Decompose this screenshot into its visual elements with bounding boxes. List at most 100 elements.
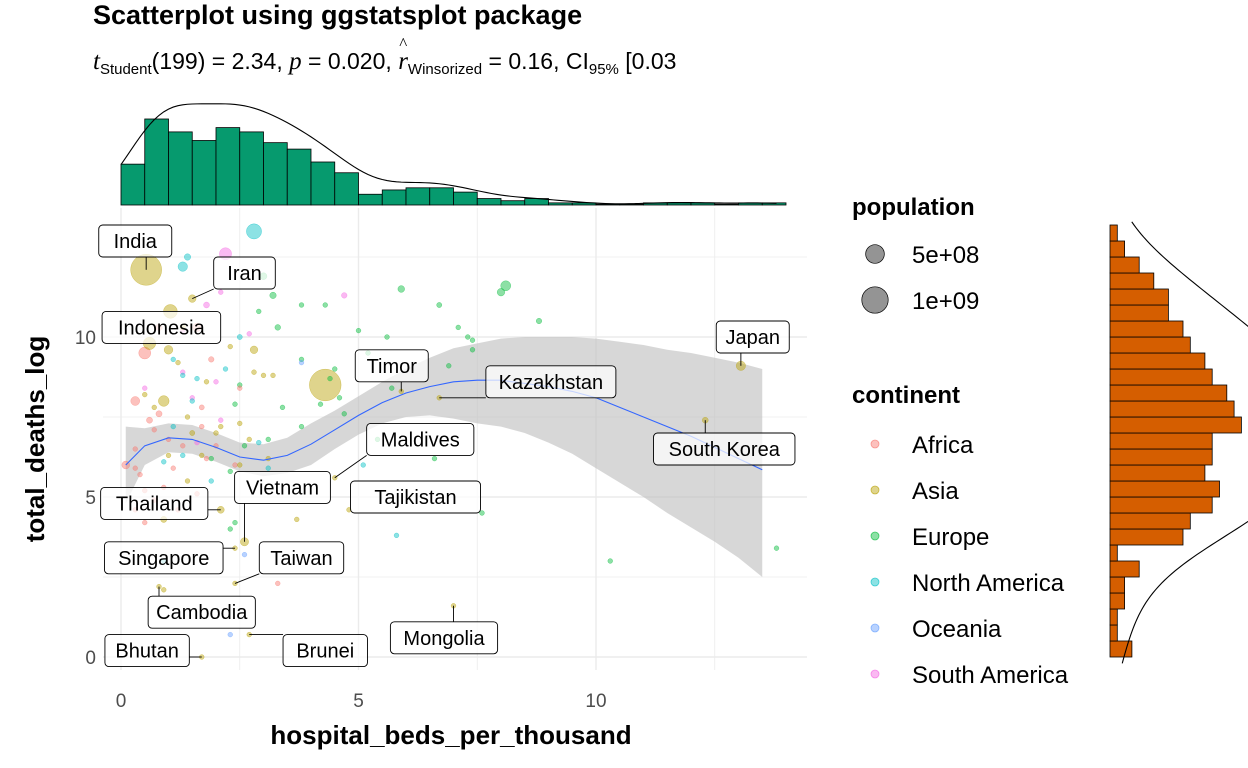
data-point <box>203 455 210 462</box>
right-histogram-bar <box>1109 224 1118 242</box>
data-point <box>389 385 395 391</box>
legend: population 5e+08 1e+09 continent Africa Asia E… <box>852 194 1069 689</box>
label-box <box>98 224 173 258</box>
right-histogram-bar <box>1109 544 1118 562</box>
top-histogram-bar <box>429 187 454 206</box>
data-point <box>317 401 324 407</box>
data-point <box>199 452 205 459</box>
data-point <box>146 416 153 424</box>
point-label: Bhutan <box>115 641 178 663</box>
point-label: Japan <box>726 327 781 349</box>
data-point <box>189 430 196 436</box>
data-point <box>294 516 300 523</box>
data-point <box>265 436 271 443</box>
top-histogram-bar <box>263 142 288 206</box>
right-histogram-bar <box>1109 432 1213 450</box>
top-density-curve <box>120 103 777 205</box>
data-point <box>232 462 238 468</box>
data-point <box>165 452 172 459</box>
data-point <box>336 395 343 401</box>
point-label: India <box>114 231 158 253</box>
data-point <box>249 345 259 354</box>
data-point <box>155 410 163 418</box>
right-histogram-bar <box>1109 624 1118 642</box>
legend-color-key <box>870 531 880 541</box>
chart-title: Scatterplot using ggstatsplot package <box>93 0 583 30</box>
panel-grid <box>103 208 807 670</box>
data-point <box>208 478 214 484</box>
right-histogram-bar <box>1109 272 1155 290</box>
legend-size-title: population <box>852 194 975 221</box>
data-point <box>309 368 342 402</box>
top-histogram-bar <box>334 172 359 206</box>
x-tick-label: 10 <box>585 691 606 712</box>
right-histogram-bar <box>1109 304 1169 322</box>
right-histogram-bar <box>1109 560 1140 578</box>
label-box <box>282 634 368 668</box>
labelled-data-point <box>188 294 197 303</box>
right-histogram-bar <box>1109 448 1213 466</box>
data-point <box>218 417 224 423</box>
data-point <box>175 359 181 366</box>
top-histogram-bar <box>405 187 431 206</box>
point-label: Kazakhstan <box>499 372 604 394</box>
data-point <box>384 334 390 340</box>
data-point <box>241 551 248 558</box>
data-point <box>213 379 219 385</box>
top-histogram-bar <box>168 131 193 206</box>
data-point <box>142 391 148 398</box>
top-histogram-bar <box>500 200 526 206</box>
data-point <box>130 396 140 406</box>
data-point <box>455 324 461 331</box>
right-histogram-bar <box>1109 368 1213 386</box>
label-box <box>389 621 499 655</box>
legend-color-label: Africa <box>912 432 974 459</box>
r-value: = 0.16, CI <box>482 48 589 74</box>
right-histogram-bar <box>1109 464 1206 482</box>
data-point <box>246 331 252 337</box>
label-leader <box>192 288 214 300</box>
top-histogram-bar <box>310 161 336 206</box>
right-histogram-bar <box>1109 416 1242 434</box>
ci-value: [0.03 <box>618 48 677 74</box>
data-point <box>163 345 174 355</box>
right-marginal-histogram <box>1109 221 1248 664</box>
data-point <box>184 253 191 261</box>
data-point <box>232 519 238 526</box>
data-point <box>251 369 257 375</box>
top-histogram-bar <box>286 148 312 206</box>
right-histogram-bar <box>1109 240 1126 258</box>
label-leader <box>334 455 367 479</box>
data-point <box>132 446 138 452</box>
data-point <box>218 423 224 430</box>
top-histogram-bar <box>381 189 407 206</box>
data-point <box>246 223 262 240</box>
data-point <box>170 356 176 363</box>
data-point <box>436 302 443 308</box>
label-box <box>350 480 481 514</box>
top-histogram-bar <box>239 131 264 206</box>
r-subscript: Winsorized <box>407 61 483 78</box>
data-point <box>355 327 362 334</box>
data-point <box>161 587 167 593</box>
data-point <box>218 289 224 295</box>
stat-subscript: Student <box>99 61 152 78</box>
data-point <box>199 423 205 430</box>
stat-value: (199) = 2.34, <box>151 48 290 74</box>
data-point <box>227 631 233 638</box>
data-point <box>142 519 148 526</box>
data-point <box>500 280 512 292</box>
x-tick-label: 5 <box>353 691 364 712</box>
data-point <box>170 465 176 471</box>
top-histogram-bar <box>120 163 146 206</box>
data-point <box>237 462 243 468</box>
data-point <box>469 347 476 353</box>
top-histogram-bar <box>358 193 383 206</box>
data-point <box>298 302 305 308</box>
data-point <box>232 401 238 407</box>
legend-color-key <box>870 623 880 633</box>
top-histogram-bar <box>666 202 692 206</box>
label-box <box>100 486 209 520</box>
label-box <box>213 256 276 290</box>
